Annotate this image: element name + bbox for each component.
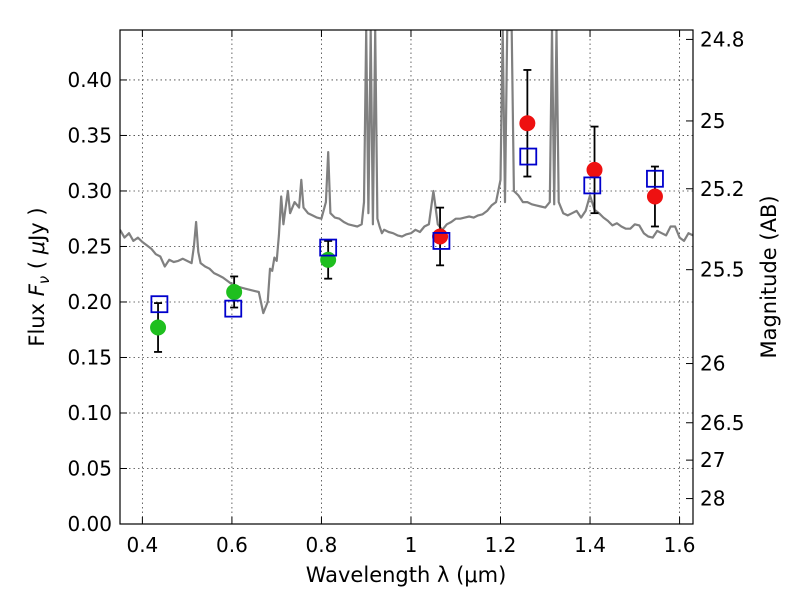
plot-area (120, 30, 693, 524)
observed-point-4 (519, 115, 536, 132)
observed-point-6 (646, 188, 663, 205)
y2-tick-label: 24.8 (700, 27, 745, 51)
y-axis-label: Flux Fν ( μJy ) (25, 207, 53, 346)
x-tick-label: 1 (405, 533, 418, 557)
x-tick-label: 0.8 (306, 533, 338, 557)
plot-frame (119, 29, 694, 525)
y-tick-label: 0.10 (67, 401, 112, 425)
y-tick-label: 0.35 (67, 123, 112, 147)
observed-point-2 (320, 251, 337, 268)
y2-tick-label: 27 (700, 448, 725, 472)
observed-points-layer (150, 115, 663, 336)
model-point-3 (432, 232, 451, 250)
x-tick-label: 1.6 (664, 533, 696, 557)
y-tick-label: 0.40 (67, 68, 112, 92)
y2-tick-label: 28 (700, 487, 725, 511)
y-tick-label: 0.15 (67, 345, 112, 369)
x-tick-label: 1.4 (574, 533, 606, 557)
x-ticks: 0.4 0.6 0.8 1 1.2 1.4 1.6 (126, 30, 695, 557)
x-tick-label: 0.4 (126, 533, 158, 557)
observed-point-0 (150, 319, 167, 336)
x-tick-label: 0.6 (216, 533, 248, 557)
y-tick-label: 0.05 (67, 456, 112, 480)
template-spectrum-line (120, 30, 693, 315)
y2-tick-label: 26.5 (700, 411, 745, 435)
y2-tick-label: 26 (700, 352, 725, 376)
y-tick-label: 0.00 (67, 512, 112, 536)
model-point-5 (583, 176, 602, 195)
y-ticks: 0.00 0.05 0.10 0.15 0.20 0.25 0.30 0.35 0.40 (67, 68, 127, 536)
y2-tick-label: 25 (700, 109, 725, 133)
model-point-2 (319, 238, 338, 257)
grid-lines (120, 30, 693, 525)
x-tick-label: 1.2 (485, 533, 517, 557)
y2-ticks: 24.8 25 25.2 25.5 26 26.5 27 28 (686, 27, 745, 511)
y-tick-label: 0.20 (67, 290, 112, 314)
model-points-layer (150, 147, 664, 318)
model-point-1 (224, 299, 243, 318)
observed-point-5 (586, 161, 603, 178)
model-point-4 (519, 147, 538, 166)
observed-point-1 (226, 283, 243, 300)
template-spectrum-layer (120, 30, 693, 315)
observed-point-3 (432, 228, 449, 245)
model-point-6 (646, 169, 664, 188)
y2-axis-label: Magnitude (AB) (757, 195, 781, 358)
y-tick-label: 0.30 (67, 179, 112, 203)
y2-tick-label: 25.2 (700, 177, 745, 201)
y2-tick-label: 25.5 (700, 258, 745, 282)
model-point-0 (150, 295, 169, 314)
x-axis-label: Wavelength λ (μm) (306, 563, 507, 587)
y-tick-label: 0.25 (67, 234, 112, 258)
